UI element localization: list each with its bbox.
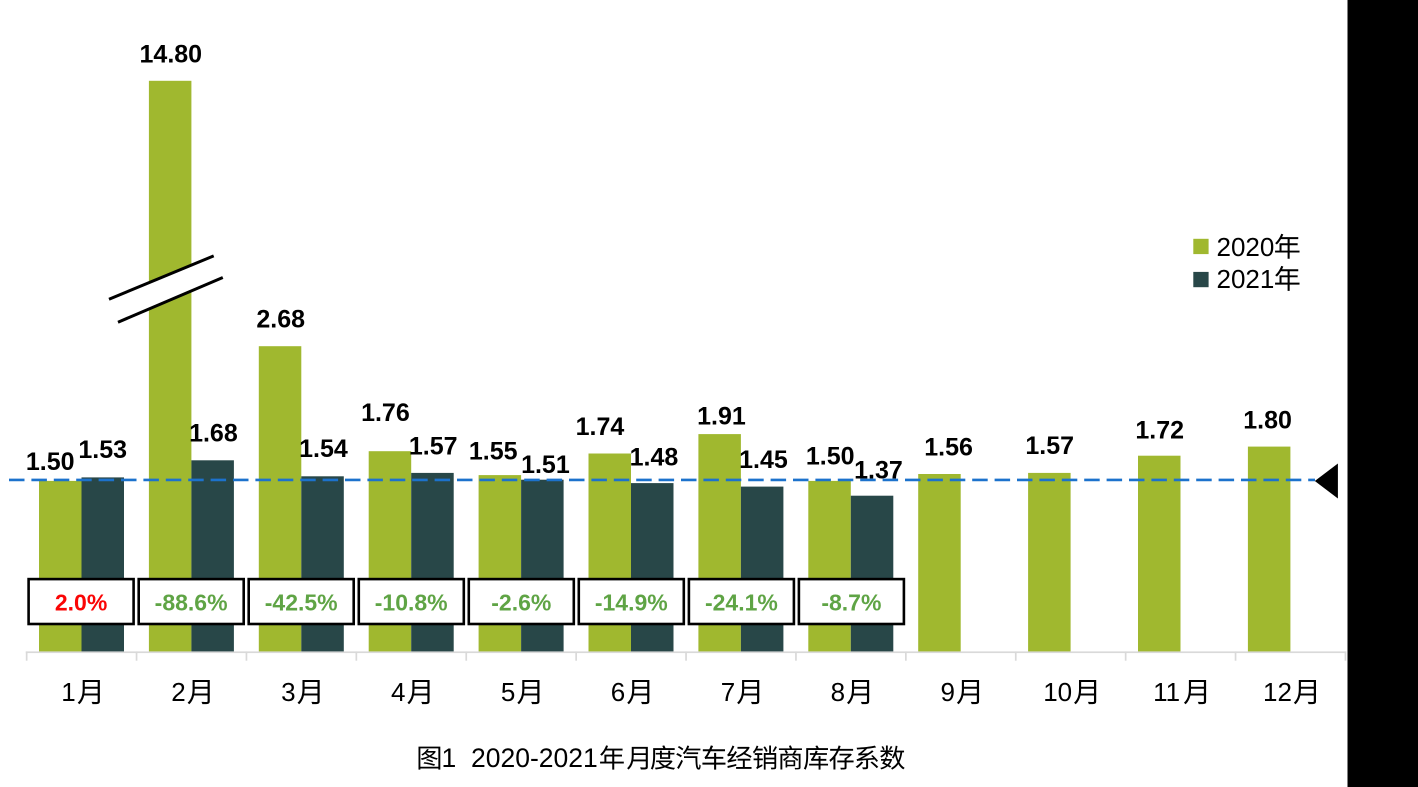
svg-text:1.56: 1.56 [924, 433, 973, 461]
svg-text:4: 4 [391, 677, 405, 707]
svg-text:1.72: 1.72 [1135, 416, 1184, 444]
svg-text:-88.6%: -88.6% [155, 589, 228, 615]
svg-text:1.91: 1.91 [697, 402, 746, 430]
svg-text:-2.6%: -2.6% [491, 589, 551, 615]
svg-text:2021: 2021 [1217, 264, 1275, 294]
svg-text:1.37: 1.37 [854, 457, 903, 485]
svg-text:-42.5%: -42.5% [265, 589, 338, 615]
svg-text:6: 6 [611, 677, 625, 707]
svg-text:2.0%: 2.0% [55, 589, 107, 615]
svg-text:1.54: 1.54 [299, 435, 348, 463]
svg-text:2.68: 2.68 [256, 305, 305, 333]
svg-text:1.57: 1.57 [1025, 432, 1074, 460]
svg-text:1.57: 1.57 [409, 432, 458, 460]
svg-text:1.80: 1.80 [1243, 407, 1292, 435]
svg-text:3: 3 [281, 677, 295, 707]
svg-text:1: 1 [442, 743, 457, 773]
svg-text:1.55: 1.55 [469, 437, 518, 465]
svg-text:11: 11 [1153, 677, 1180, 707]
svg-text:1.45: 1.45 [739, 446, 788, 474]
svg-text:8: 8 [831, 677, 845, 707]
svg-text:2020: 2020 [1217, 232, 1275, 262]
svg-text:9: 9 [941, 677, 955, 707]
svg-text:10: 10 [1043, 677, 1072, 707]
svg-text:1: 1 [61, 677, 75, 707]
svg-text:-14.9%: -14.9% [595, 589, 668, 615]
svg-text:1.53: 1.53 [78, 436, 127, 464]
svg-text:5: 5 [501, 677, 515, 707]
svg-text:12: 12 [1263, 677, 1292, 707]
svg-text:1.50: 1.50 [26, 448, 75, 476]
svg-text:1.76: 1.76 [361, 399, 410, 427]
svg-text:1.50: 1.50 [806, 443, 855, 471]
svg-text:1.68: 1.68 [189, 419, 238, 447]
svg-text:2: 2 [171, 677, 185, 707]
svg-text:-10.8%: -10.8% [375, 589, 448, 615]
svg-text:1.74: 1.74 [576, 413, 625, 441]
svg-text:-8.7%: -8.7% [821, 589, 881, 615]
svg-text:1.48: 1.48 [630, 444, 679, 472]
svg-text:1.51: 1.51 [521, 451, 570, 479]
svg-text:14.80: 14.80 [140, 41, 203, 69]
svg-text:2020-2021: 2020-2021 [471, 743, 598, 773]
svg-text:7: 7 [721, 677, 735, 707]
svg-text:-24.1%: -24.1% [705, 589, 778, 615]
